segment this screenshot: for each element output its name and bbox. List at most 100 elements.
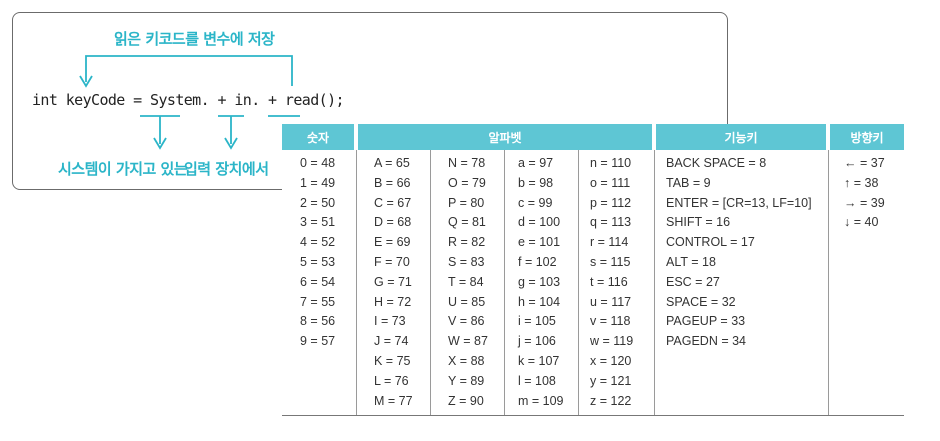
header-alphabet: 알파벳 (358, 124, 652, 150)
function-keys-column: BACK SPACE = 8 TAB = 9 ENTER = [CR=13, LF=… (666, 154, 812, 352)
annotation-system-has: 시스템이 가지고 있는 (58, 160, 188, 178)
top-bracket-line (85, 55, 293, 86)
key-code-entry: E = 69 (374, 235, 411, 250)
key-code-entry: 8 = 56 (300, 314, 336, 329)
key-code-entry: C = 67 (374, 195, 412, 210)
key-code-entry: a = 97 (518, 156, 554, 170)
key-code-entry: S = 83 (448, 254, 485, 269)
header-arrow-keys: 방향키 (830, 124, 904, 150)
key-code-entry: i = 105 (518, 314, 556, 329)
key-code-entry: 1 = 49 (300, 175, 336, 190)
key-code-entry: SPACE = 32 (666, 294, 736, 309)
divider (356, 150, 357, 416)
key-code-entry: y = 121 (590, 373, 632, 388)
key-code-entry: K = 75 (374, 353, 411, 368)
key-code-entry: ALT = 18 (666, 254, 716, 269)
key-code-entry: j = 106 (518, 334, 556, 349)
key-code-entry: x = 120 (590, 353, 632, 368)
key-code-entry: t = 116 (590, 274, 628, 289)
lowercase-n-z-column: n = 110 o = 111 p = 112 q = 113 r = 114 s = 1… (590, 154, 633, 411)
key-code-entry: ENTER = [CR=13, LF=10] (666, 195, 812, 210)
arrow-system-head (153, 137, 167, 150)
key-code-entry: W = 87 (448, 334, 488, 349)
key-code-entry: m = 109 (518, 393, 564, 408)
key-code-entry: Y = 89 (448, 373, 485, 388)
header-digits: 숫자 (282, 124, 354, 150)
key-code-entry: 4 = 52 (300, 235, 336, 250)
key-code-entry: TAB = 9 (666, 175, 711, 190)
key-code-entry: g = 103 (518, 274, 561, 289)
key-code-entry: G = 71 (374, 274, 412, 289)
key-code-entry: O = 79 (448, 175, 486, 190)
uppercase-n-z-column: N = 78 O = 79 P = 80 Q = 81 R = 82 S = 83 T = … (448, 154, 488, 411)
key-code-entry: r = 114 (590, 235, 629, 250)
divider (430, 150, 431, 416)
key-code-entry: z = 122 (590, 393, 632, 408)
key-code-entry: p = 112 (590, 195, 632, 210)
key-code-entry: e = 101 (518, 235, 561, 250)
key-code-entry: Z = 90 (448, 393, 484, 408)
key-code-entry: I = 73 (374, 314, 406, 329)
key-code-entry: q = 113 (590, 215, 632, 230)
key-code-entry: PAGEDN = 34 (666, 334, 747, 349)
key-code-entry: w = 119 (590, 334, 634, 349)
key-code-entry: CONTROL = 17 (666, 235, 755, 250)
key-code-entry: L = 76 (374, 373, 409, 388)
key-code-entry: ↑ = 38 (844, 175, 879, 190)
header-function-keys: 기능키 (656, 124, 826, 150)
key-code-entry: 7 = 55 (300, 294, 336, 309)
key-code-entry: 9 = 57 (300, 334, 336, 349)
key-code-entry: 3 = 51 (300, 215, 336, 230)
key-code-entry: h = 104 (518, 294, 561, 309)
key-code-entry: f = 102 (518, 254, 557, 269)
key-code-entry: H = 72 (374, 294, 412, 309)
uppercase-a-m-column: A = 65 B = 66 C = 67 D = 68 E = 69 F = 70 G = … (374, 154, 413, 411)
code-line: int keyCode = System. + in. + read(); (32, 91, 345, 109)
key-code-entry: F = 70 (374, 254, 410, 269)
key-code-entry: 2 = 50 (300, 195, 336, 210)
key-code-entry: → = 39 (844, 195, 885, 210)
key-code-entry: X = 88 (448, 353, 485, 368)
divider (828, 150, 829, 416)
key-code-entry: D = 68 (374, 215, 412, 230)
top-arrow-head (79, 75, 93, 88)
key-code-entry: T = 84 (448, 274, 484, 289)
key-code-table: 숫자 알파벳 기능키 방향키 0 = 48 1 = 49 2 = 50 3 = 51 4… (282, 124, 904, 416)
divider (654, 150, 655, 416)
divider (578, 150, 579, 416)
key-code-entry: d = 100 (518, 215, 561, 230)
key-code-entry: o = 111 (590, 175, 631, 190)
key-code-entry: ESC = 27 (666, 274, 720, 289)
key-code-entry: ← = 37 (844, 156, 885, 170)
key-code-entry: u = 117 (590, 294, 632, 309)
key-code-entry: U = 85 (448, 294, 486, 309)
key-code-entry: PAGEUP = 33 (666, 314, 746, 329)
key-code-entry: Q = 81 (448, 215, 486, 230)
arrow-keys-column: ← = 37 ↑ = 38 → = 39 ↓ = 40 (844, 154, 885, 233)
digits-column: 0 = 48 1 = 49 2 = 50 3 = 51 4 = 52 5 = 53 6 = … (300, 154, 335, 352)
key-code-entry: k = 107 (518, 353, 560, 368)
key-code-entry: 6 = 54 (300, 274, 336, 289)
divider (504, 150, 505, 416)
key-code-entry: A = 65 (374, 156, 410, 170)
key-code-entry: ↓ = 40 (844, 215, 879, 230)
key-code-entry: P = 80 (448, 195, 485, 210)
key-code-entry: 0 = 48 (300, 156, 336, 170)
key-code-entry: n = 110 (590, 156, 632, 170)
arrow-in-head (224, 137, 238, 150)
key-code-entry: R = 82 (448, 235, 486, 250)
key-code-entry: J = 74 (374, 334, 409, 349)
key-code-entry: l = 108 (518, 373, 556, 388)
key-code-entry: V = 86 (448, 314, 485, 329)
key-code-entry: 5 = 53 (300, 254, 336, 269)
key-code-entry: B = 66 (374, 175, 411, 190)
key-code-entry: SHIFT = 16 (666, 215, 731, 230)
table-bottom-border (282, 415, 904, 416)
key-code-entry: b = 98 (518, 175, 554, 190)
key-code-entry: M = 77 (374, 393, 413, 408)
lowercase-a-m-column: a = 97 b = 98 c = 99 d = 100 e = 101 f = 102 g… (518, 154, 564, 411)
key-code-entry: c = 99 (518, 195, 553, 210)
key-code-entry: N = 78 (448, 156, 486, 170)
key-code-entry: s = 115 (590, 254, 631, 269)
